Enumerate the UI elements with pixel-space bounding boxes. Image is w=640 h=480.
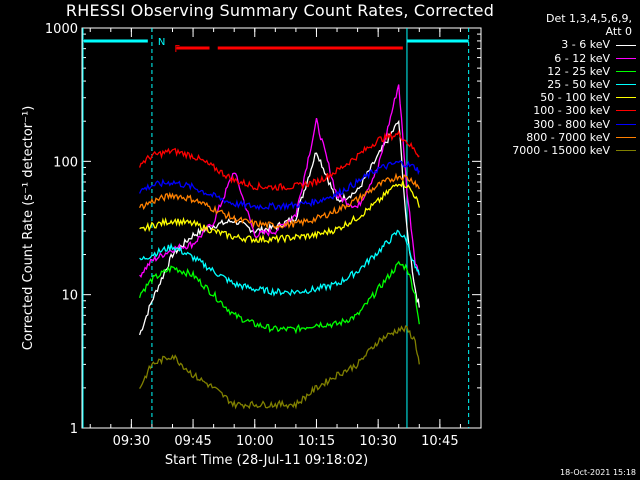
legend-item-label: 25 - 50 keV [547, 77, 610, 91]
annotation-label: F [174, 44, 180, 55]
legend-swatch [616, 70, 636, 72]
legend-swatch [616, 84, 636, 86]
x-tick-label: 10:00 [236, 434, 273, 449]
series-line [138, 260, 420, 335]
x-tick-label: 10:45 [421, 434, 458, 449]
legend: Det 1,3,4,5,6,9, Att 0 3 - 6 keV 6 - 12 k… [482, 12, 638, 157]
legend-item: 3 - 6 keV [482, 38, 638, 51]
series-line [139, 229, 420, 297]
legend-swatch [616, 136, 636, 138]
series-line [139, 178, 420, 244]
x-tick-label: 10:15 [298, 434, 335, 449]
legend-item-label: 7000 - 15000 keV [512, 143, 610, 157]
legend-item: 800 - 7000 keV [482, 131, 638, 144]
legend-item-label: 6 - 12 keV [554, 51, 610, 65]
legend-swatch [616, 57, 636, 59]
legend-item: 100 - 300 keV [482, 104, 638, 117]
chart-title: RHESSI Observing Summary Count Rates, Co… [65, 1, 495, 20]
legend-item-label: 3 - 6 keV [561, 38, 610, 52]
series-line [138, 129, 420, 192]
y-tick-label: 1000 [45, 22, 78, 37]
legend-item: 6 - 12 keV [482, 52, 638, 65]
x-tick-label: 10:30 [359, 434, 396, 449]
timestamp: 18-Oct-2021 15:18 [560, 468, 636, 477]
legend-item: 50 - 100 keV [482, 91, 638, 104]
series-line [139, 172, 420, 230]
legend-swatch [616, 123, 636, 125]
series-line [139, 325, 420, 410]
series-line [139, 84, 420, 278]
legend-item-label: 12 - 25 keV [547, 64, 610, 78]
legend-item: 7000 - 15000 keV [482, 144, 638, 157]
legend-swatch [616, 44, 636, 46]
legend-item-label: 800 - 7000 keV [526, 130, 610, 144]
legend-header-detectors: Det 1,3,4,5,6,9, [545, 12, 632, 25]
x-tick-label: 09:45 [174, 434, 211, 449]
legend-swatch [616, 97, 636, 99]
legend-item: 25 - 50 keV [482, 78, 638, 91]
legend-item-label: 300 - 800 keV [533, 117, 610, 131]
legend-header-attenuator: Att 0 [605, 25, 632, 39]
legend-item: 12 - 25 keV [482, 65, 638, 78]
legend-item-label: 100 - 300 keV [533, 104, 610, 118]
y-tick-label: 100 [53, 155, 78, 170]
legend-swatch [616, 150, 636, 151]
legend-item-label: 50 - 100 keV [540, 91, 610, 105]
plot-frame [81, 27, 482, 429]
y-tick-label: 10 [61, 289, 78, 304]
x-tick-label: 09:30 [113, 434, 150, 449]
series-line [138, 119, 420, 336]
y-axis-label: Corrected Count Rate (s⁻¹ detector⁻¹) [21, 106, 36, 351]
legend-item: 300 - 800 keV [482, 118, 638, 131]
annotation-label: N [158, 37, 165, 48]
x-axis-label: Start Time (28-Jul-11 09:18:02) [165, 453, 368, 468]
series-line [139, 160, 420, 212]
y-tick-label: 1 [70, 422, 78, 437]
legend-swatch [616, 110, 636, 112]
